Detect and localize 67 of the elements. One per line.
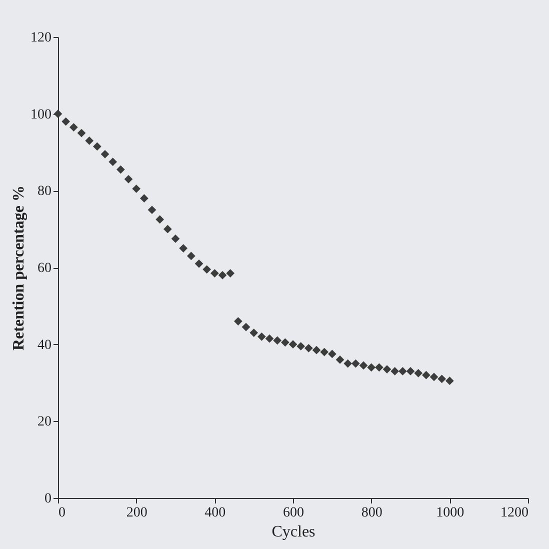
point [116, 165, 125, 174]
point [186, 252, 196, 260]
y-tick-label: 20 [38, 414, 52, 430]
x-tick-label: 800 [361, 506, 382, 520]
point [312, 346, 321, 354]
y-tick-label: 40 [38, 338, 52, 353]
point [288, 340, 298, 349]
point [62, 117, 70, 126]
point [242, 322, 250, 332]
point [210, 269, 219, 278]
point [92, 142, 102, 151]
y-tick-label: 120 [30, 30, 52, 46]
point [320, 348, 329, 356]
point [85, 136, 94, 145]
point [148, 206, 156, 214]
point [351, 359, 360, 368]
point [398, 367, 407, 376]
x-tick-label: 1000 [436, 506, 464, 520]
y-tick-label: 0 [44, 492, 52, 506]
point [171, 234, 180, 243]
point [296, 342, 306, 350]
point [430, 372, 438, 382]
point [234, 317, 242, 326]
point [226, 269, 235, 278]
y-tick-label: 100 [30, 107, 52, 122]
point [445, 376, 454, 386]
point [422, 370, 430, 380]
x-tick-label: 400 [204, 506, 226, 520]
point [132, 184, 141, 193]
y-tick-label: 80 [38, 184, 52, 200]
point [108, 158, 118, 166]
point [280, 338, 290, 347]
point [77, 128, 86, 138]
point [257, 332, 266, 341]
point [367, 363, 376, 372]
point [374, 363, 384, 372]
point [438, 374, 446, 384]
point [54, 110, 62, 118]
point [390, 367, 400, 376]
point [179, 244, 188, 252]
point [100, 150, 110, 158]
x-tick-label: 1200 [500, 506, 528, 520]
x-tick-label: 200 [126, 506, 148, 520]
point [414, 368, 423, 378]
point [69, 123, 78, 132]
point [156, 215, 164, 224]
x-tick-label: 0 [58, 506, 66, 520]
point [304, 344, 313, 352]
y-tick-label: 60 [38, 261, 52, 276]
point [265, 334, 274, 343]
point [250, 328, 258, 337]
x-axis-title: Cycles [272, 524, 316, 540]
point [273, 336, 282, 345]
point [163, 224, 172, 234]
point [194, 259, 204, 268]
point [406, 367, 415, 376]
point [328, 350, 336, 358]
point [202, 265, 212, 274]
point [140, 194, 148, 203]
point [359, 361, 368, 370]
x-tick-label: 600 [283, 506, 304, 520]
y-axis-title: Retention percentage % [10, 186, 28, 350]
point [124, 174, 133, 184]
point [344, 359, 352, 368]
point [336, 356, 344, 364]
point [218, 271, 227, 280]
point [382, 365, 392, 374]
